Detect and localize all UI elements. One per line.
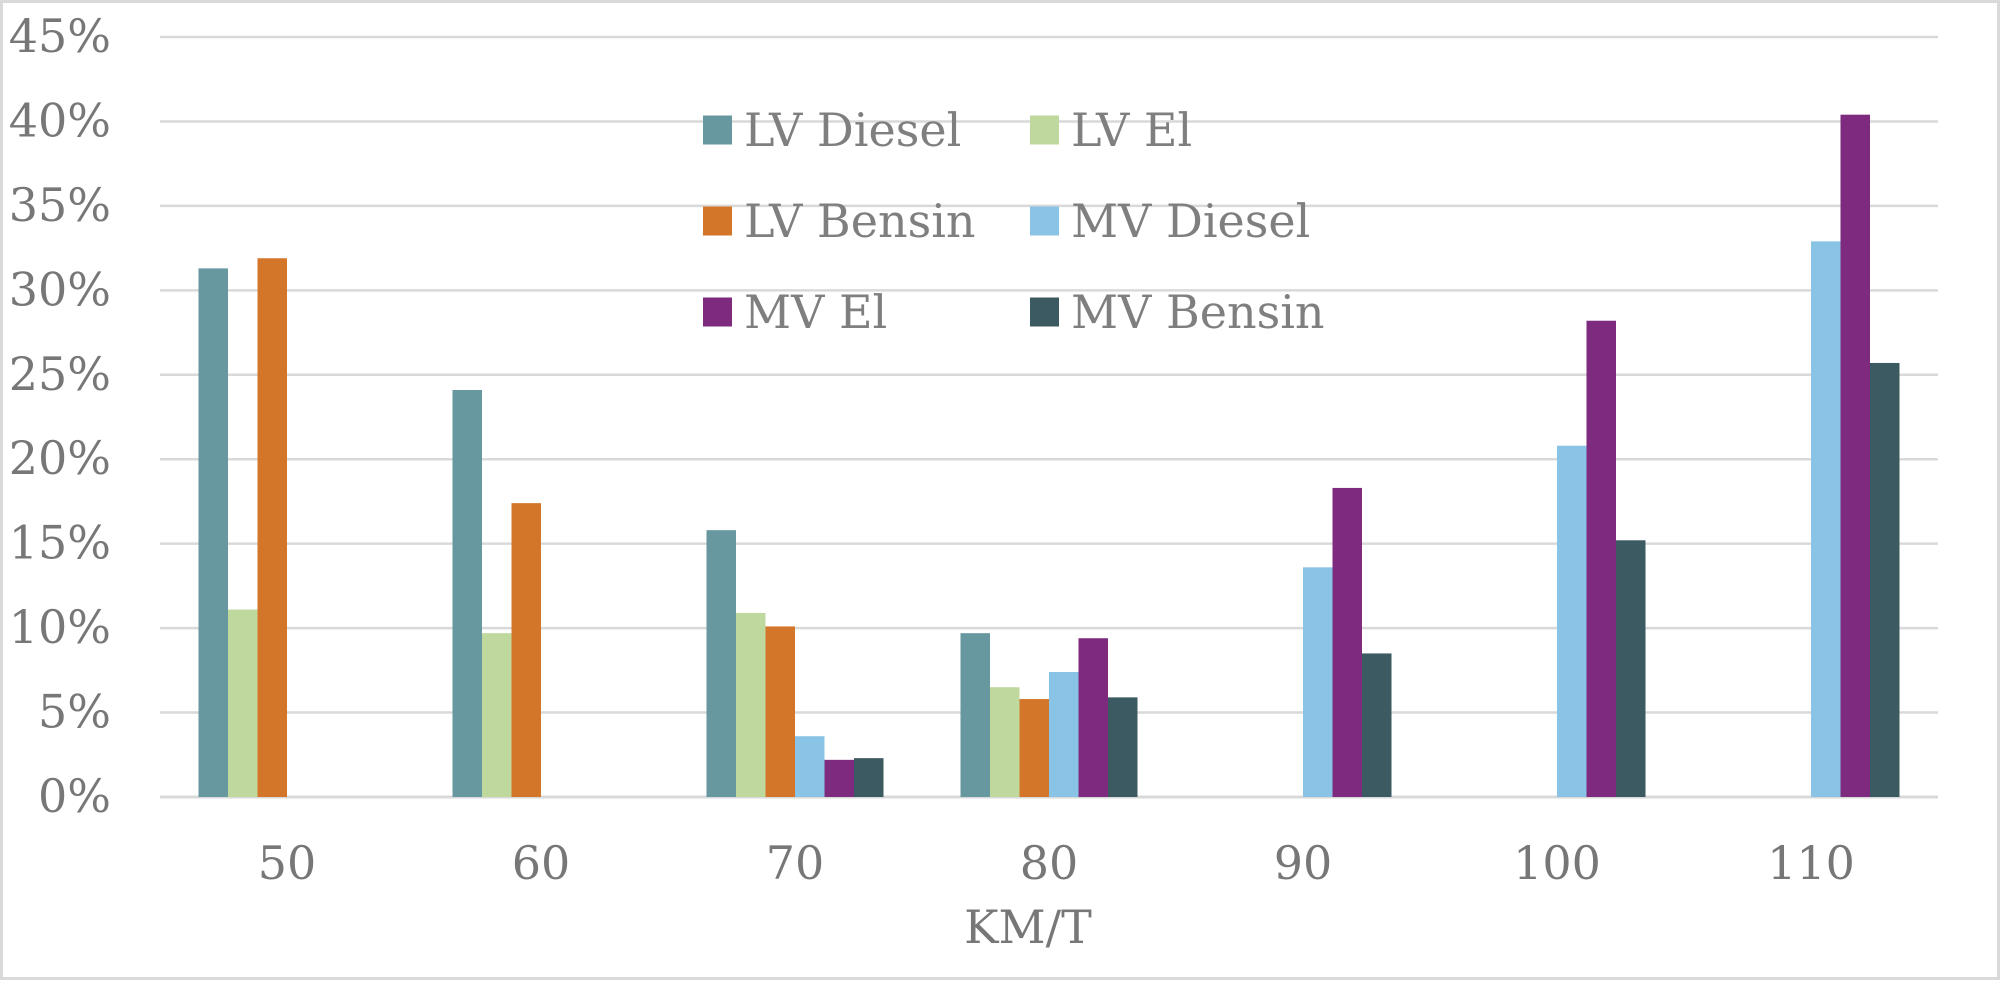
legend-swatch <box>1030 115 1059 145</box>
bar-mv-bensin-80 <box>1108 697 1138 797</box>
bar-mv-diesel-110 <box>1811 241 1841 797</box>
y-tick-label: 40% <box>9 93 111 147</box>
bar-mv-diesel-80 <box>1049 672 1079 797</box>
bar-lv-bensin-80 <box>1019 699 1049 797</box>
y-tick-label: 35% <box>9 178 111 232</box>
bar-lv-diesel-70 <box>706 530 736 797</box>
y-axis-ticks: 0% 5% 10% 15% 20% 25% 30% 35% 40% 45% <box>9 9 111 823</box>
x-axis-ticks: 50 60 70 80 90 100 110 <box>258 836 1855 890</box>
legend-swatch <box>1030 206 1059 236</box>
bar-mv-diesel-100 <box>1557 445 1587 797</box>
legend-label: MV El <box>744 285 887 339</box>
legend-item-lv-el: LV El <box>1030 103 1192 157</box>
bar-mv-bensin-110 <box>1870 362 1900 797</box>
bar-mv-bensin-100 <box>1616 540 1646 797</box>
y-tick-label: 20% <box>9 431 111 485</box>
legend-item-mv-bensin: MV Bensin <box>1030 285 1325 339</box>
legend: LV Diesel LV El LV Bensin MV Diesel MV El MV … <box>703 103 1325 339</box>
legend-swatch <box>703 206 732 236</box>
bar-mv-diesel-90 <box>1303 567 1333 797</box>
y-tick-label: 5% <box>38 685 111 739</box>
legend-item-lv-bensin: LV Bensin <box>703 194 976 248</box>
bar-mv-el-70 <box>824 759 854 797</box>
bar-mv-bensin-90 <box>1362 653 1392 797</box>
legend-label: MV Bensin <box>1071 285 1325 339</box>
y-tick-label: 25% <box>9 347 111 401</box>
bars <box>198 114 1900 797</box>
bar-mv-bensin-70 <box>854 758 884 797</box>
bar-lv-el-70 <box>736 612 766 797</box>
legend-swatch <box>1030 297 1059 327</box>
bar-lv-el-50 <box>228 609 258 797</box>
y-tick-label: 45% <box>9 9 111 63</box>
bar-mv-el-90 <box>1332 487 1362 797</box>
bar-lv-bensin-50 <box>257 258 287 797</box>
x-tick-label: 90 <box>1274 836 1333 890</box>
bar-lv-diesel-60 <box>452 389 482 797</box>
bar-mv-el-80 <box>1078 638 1108 797</box>
legend-item-mv-diesel: MV Diesel <box>1030 194 1310 248</box>
x-tick-label: 70 <box>766 836 825 890</box>
legend-item-lv-diesel: LV Diesel <box>703 103 961 157</box>
legend-item-mv-el: MV El <box>703 285 887 339</box>
bar-mv-el-110 <box>1840 114 1870 797</box>
legend-label: LV Diesel <box>744 103 961 157</box>
y-tick-label: 10% <box>9 600 111 654</box>
bar-chart: 0% 5% 10% 15% 20% 25% 30% 35% 40% 45% 50 60 70 80 90 1… <box>9 9 1938 954</box>
legend-swatch <box>703 297 732 327</box>
legend-label: LV Bensin <box>744 194 976 248</box>
x-tick-label: 110 <box>1767 836 1855 890</box>
legend-label: LV El <box>1071 103 1192 157</box>
x-tick-label: 100 <box>1513 836 1601 890</box>
bar-lv-el-80 <box>990 687 1020 797</box>
x-axis-title: KM/T <box>964 900 1092 954</box>
x-tick-label: 60 <box>512 836 571 890</box>
bar-lv-bensin-70 <box>765 626 795 797</box>
y-tick-label: 0% <box>38 769 111 823</box>
legend-swatch <box>703 115 732 145</box>
x-tick-label: 80 <box>1020 836 1079 890</box>
y-tick-label: 15% <box>9 516 111 570</box>
bar-lv-diesel-80 <box>960 633 990 797</box>
bar-mv-diesel-70 <box>795 736 825 797</box>
bar-lv-diesel-50 <box>198 268 228 797</box>
bar-lv-el-60 <box>482 633 512 797</box>
y-tick-label: 30% <box>9 262 111 316</box>
bar-lv-bensin-60 <box>511 503 541 797</box>
bar-mv-el-100 <box>1586 320 1616 797</box>
legend-label: MV Diesel <box>1071 194 1310 248</box>
x-tick-label: 50 <box>258 836 317 890</box>
